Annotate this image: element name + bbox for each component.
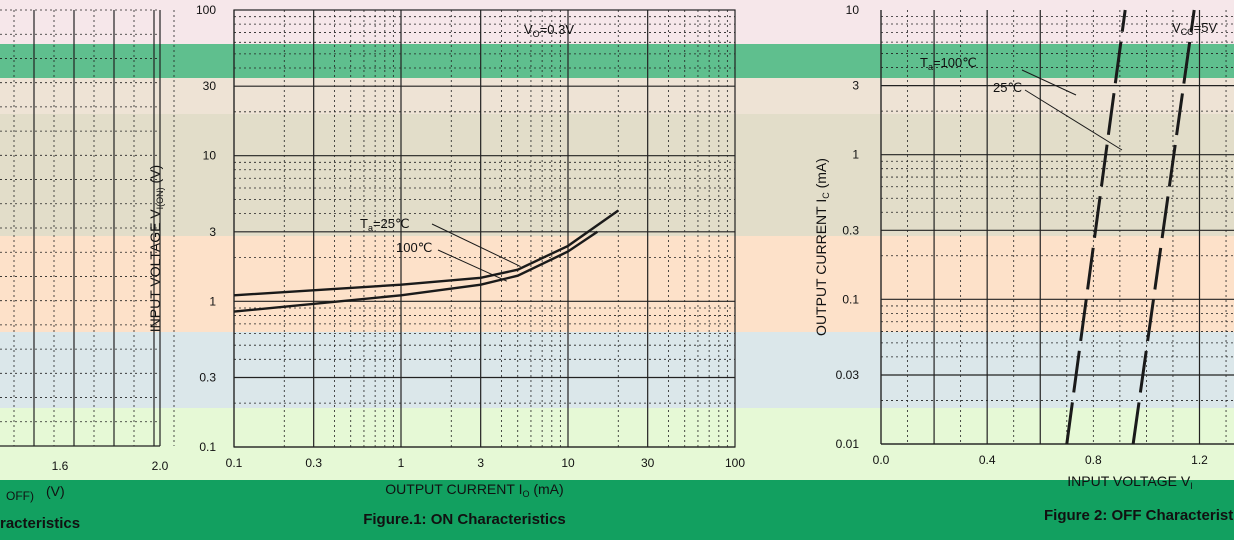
axis-label-sub: OFF) [6,489,34,503]
background-band [0,480,1234,540]
x-tick-label: 3 [477,456,484,470]
background-band [0,332,1234,408]
background-band [0,236,1234,332]
background-band [0,78,1234,114]
condition-label: VCC=5V [1172,20,1217,37]
x-tick-label: 2.0 [152,459,169,473]
series-label-25c: Ta=25℃ [360,216,410,233]
series-label-100c: 100℃ [396,240,432,255]
figure-caption: Figure 2: OFF Characteristics [1044,507,1234,524]
series-label-100c: Ta=100℃ [920,55,977,72]
x-tick-label: 0.0 [873,453,890,467]
y-tick-label: 3 [852,79,859,93]
leader-line-100c [1021,69,1077,96]
left-fragment: 1.6 2.0 OFF) (V) racteristics [0,9,175,532]
y-tick-label: 10 [846,3,860,17]
x-tick-label: 100 [725,456,745,470]
x-tick-label: 0.8 [1085,453,1102,467]
x-tick-label: 0.4 [979,453,996,467]
leader-line-100c [437,249,507,282]
y-tick-label: 0.1 [842,292,859,306]
y-tick-label: 0.3 [199,370,216,384]
x-tick-label: 1 [398,456,405,470]
axis-label: (V) [46,483,65,499]
x-tick-label: 0.1 [226,456,243,470]
chart-off-characteristics: 0.0 0.4 0.8 1.2 0.01 0.03 0.1 0.3 1 3 10 Ta=100℃ 25℃… [813,3,1234,524]
x-tick-label: 0.3 [305,456,322,470]
series-line-25c [233,209,619,297]
background-band [0,0,1234,44]
x-tick-label: 1.6 [52,459,69,473]
y-tick-label: 0.1 [199,440,216,454]
series-line-100c [233,230,599,313]
series-label-25c: 25℃ [993,80,1022,95]
plot-frame [233,9,736,448]
y-tick-label: 0.3 [842,223,859,237]
background-band [0,192,1234,236]
y-tick-label: 10 [203,149,217,163]
background-band [0,44,1234,78]
series-line-100c [1065,9,1127,445]
x-axis-label: INPUT VOLTAGE VI [1067,473,1192,491]
background-band [0,114,1234,192]
y-tick-label: 100 [196,3,216,17]
y-tick-label: 3 [209,225,216,239]
series-line-25c [1131,9,1196,445]
leader-line-25c [1024,89,1123,151]
y-tick-label: 30 [203,79,217,93]
y-tick-label: 1 [209,294,216,308]
condition-label: VO=0.3V [524,22,574,39]
x-tick-label: 10 [561,456,575,470]
figure-caption: racteristics [0,515,80,532]
figure-caption: Figure.1: ON Characteristics [363,511,566,528]
y-axis-label: OUTPUT CURRENT IC (mA) [813,158,831,336]
x-tick-label: 30 [641,456,655,470]
leader-line-25c [431,223,521,267]
x-axis-label: OUTPUT CURRENT IO (mA) [385,481,563,499]
y-tick-label: 1 [852,148,859,162]
x-tick-label: 1.2 [1191,453,1208,467]
y-tick-label: 0.01 [836,437,860,451]
y-tick-label: 0.03 [836,368,860,382]
